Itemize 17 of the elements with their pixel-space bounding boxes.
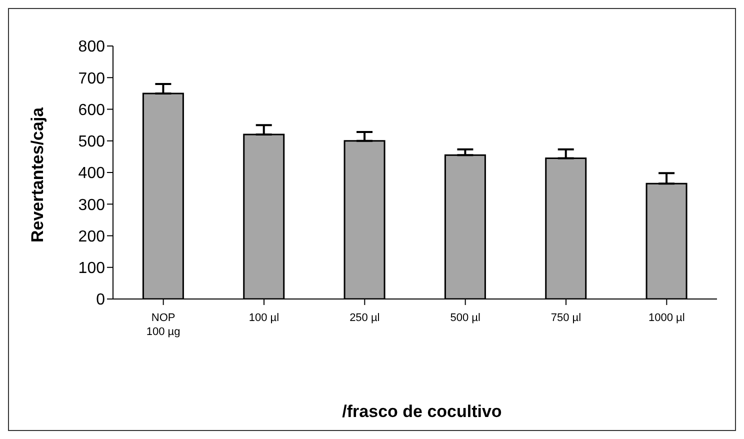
y-tick-label: 100 xyxy=(78,260,106,278)
x-tick-label: 750 µl xyxy=(550,312,582,324)
x-axis-title: /frasco de cocultivo xyxy=(341,402,503,422)
y-tick-label: 700 xyxy=(78,70,106,88)
y-tick-label: 200 xyxy=(78,228,106,246)
y-tick-label: 400 xyxy=(78,165,106,182)
y-tick-label: 800 xyxy=(78,38,106,56)
x-tick-label: 1000 µl xyxy=(648,312,685,324)
x-tick-label: 500 µl xyxy=(450,312,480,324)
y-axis-title: Revertantes/caja xyxy=(28,106,48,242)
y-tick-label: 600 xyxy=(78,102,106,119)
x-tick-label: 250 µl xyxy=(350,312,380,324)
y-tick-label: 0 xyxy=(96,292,106,309)
y-tick-label: 300 xyxy=(78,196,106,214)
y-tick-label: 500 xyxy=(78,134,106,151)
x-tick-label: 100 µl xyxy=(248,312,280,324)
x-tick-label: NOP 100 µg xyxy=(146,312,180,338)
